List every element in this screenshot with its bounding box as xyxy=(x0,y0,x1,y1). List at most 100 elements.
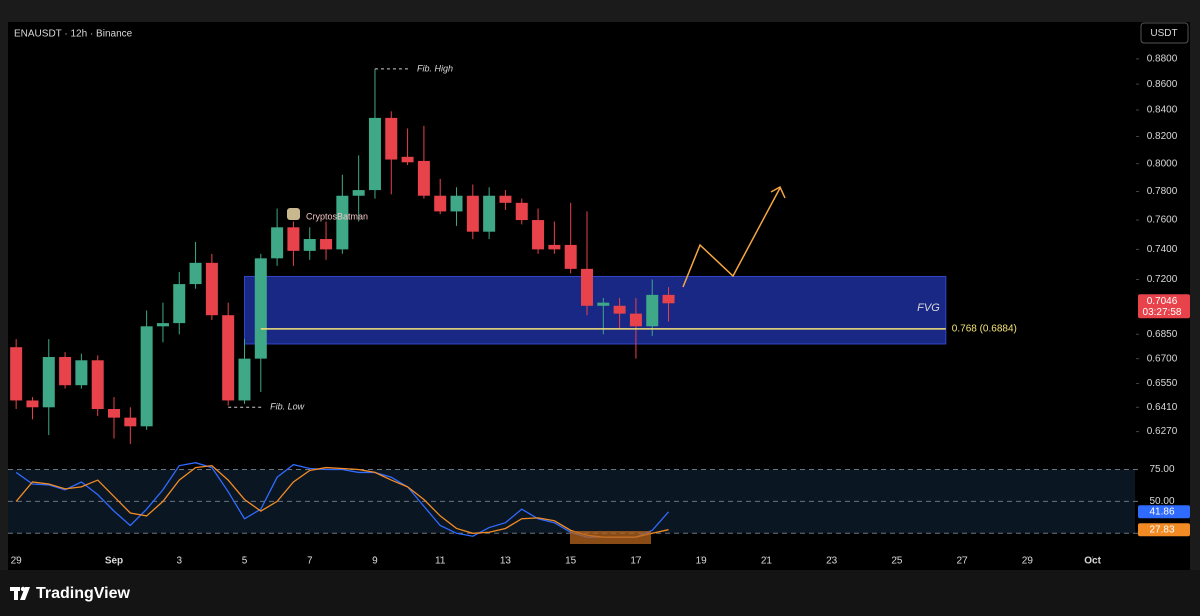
last-price: 0.7046 xyxy=(1147,296,1178,307)
candle-body xyxy=(466,195,479,232)
indicator-line xyxy=(15,464,669,538)
indicator-value-bg xyxy=(1138,505,1190,519)
candle-body xyxy=(483,195,496,232)
projection-arrow xyxy=(682,187,781,288)
candle-body xyxy=(59,357,72,386)
candle-body xyxy=(140,326,153,427)
currency-button[interactable] xyxy=(1140,22,1189,44)
y-tick-label: 0.8200 xyxy=(1147,131,1178,142)
candle-body xyxy=(91,360,104,410)
candle-body xyxy=(10,347,23,401)
candle-body xyxy=(352,190,365,196)
indicator-value: 41.86 xyxy=(1149,506,1174,517)
fib-label: Fib. High xyxy=(417,63,453,73)
x-tick-label: 3 xyxy=(176,556,182,567)
candle-body xyxy=(662,294,675,304)
fib-level-label: 0.768 (0.6884) xyxy=(952,323,1017,334)
footer xyxy=(0,570,1200,616)
candle-body xyxy=(499,195,512,203)
arrow-head xyxy=(770,185,786,199)
indicator-value: 27.83 xyxy=(1149,524,1174,535)
y-tick-label: 0.8600 xyxy=(1147,79,1178,90)
x-tick-label: 17 xyxy=(630,556,642,567)
candle-body xyxy=(75,360,88,386)
candle-body xyxy=(287,227,300,251)
y-tick-label: 0.7600 xyxy=(1147,215,1178,226)
x-tick-label: 9 xyxy=(372,556,378,567)
x-tick-label: 27 xyxy=(957,556,969,567)
logo-part[interactable] xyxy=(20,587,30,600)
candle-body xyxy=(368,117,381,191)
indicator-value-bg xyxy=(1138,523,1190,537)
candle-body xyxy=(124,417,137,427)
x-tick-label: 13 xyxy=(500,556,512,567)
x-tick-label: 23 xyxy=(826,556,838,567)
x-tick-label: 25 xyxy=(891,556,903,567)
y-tick-label: 0.6410 xyxy=(1147,402,1178,413)
candle-body xyxy=(613,305,626,314)
candle-body xyxy=(108,409,121,418)
candle-body xyxy=(189,262,202,285)
candle-body xyxy=(564,244,577,269)
candle-body xyxy=(238,358,251,401)
candle-body xyxy=(401,156,414,163)
price-tag-bg xyxy=(1138,294,1190,319)
candle-body xyxy=(42,357,55,408)
candle-body xyxy=(205,262,218,316)
candle-body xyxy=(222,315,235,401)
candle-body xyxy=(271,227,284,259)
countdown: 03:27:58 xyxy=(1143,307,1182,318)
x-tick-label: 29 xyxy=(11,556,23,567)
candle-body xyxy=(26,400,39,408)
y-tick-label: 0.8000 xyxy=(1147,158,1178,169)
y-tick-label: 75.00 xyxy=(1149,464,1174,475)
x-tick-label: 29 xyxy=(1022,556,1034,567)
y-tick-label: 0.6850 xyxy=(1147,329,1178,340)
y-tick-label: 0.8800 xyxy=(1147,54,1178,65)
watermark: CryptosBatman xyxy=(306,211,368,221)
x-tick-label: 19 xyxy=(696,556,708,567)
candle-body xyxy=(385,117,398,160)
x-tick-label: 11 xyxy=(435,556,446,567)
candle-body xyxy=(580,268,593,306)
brand-name[interactable]: TradingView xyxy=(36,585,131,602)
candle-body xyxy=(629,313,642,327)
y-tick-label: 0.6270 xyxy=(1147,426,1178,437)
y-tick-label: 50.00 xyxy=(1149,496,1174,507)
candle-body xyxy=(254,258,267,359)
y-tick-label: 0.6550 xyxy=(1147,378,1178,389)
currency-label[interactable]: USDT xyxy=(1150,28,1177,39)
candle-body xyxy=(646,294,659,327)
y-tick-label: 0.7400 xyxy=(1147,244,1178,255)
y-tick-label: 0.8400 xyxy=(1147,105,1178,116)
candle-body xyxy=(417,160,430,196)
x-tick-label: 21 xyxy=(761,556,773,567)
chart-title: ENAUSDT · 12h · Binance xyxy=(14,29,133,40)
candle-body xyxy=(450,195,463,212)
x-tick-label: 5 xyxy=(242,556,248,567)
candle-body xyxy=(303,239,316,251)
indicator-line xyxy=(15,462,670,538)
x-tick-label: Oct xyxy=(1084,556,1101,567)
x-tick-label: 7 xyxy=(307,556,313,567)
fvg-zone xyxy=(243,275,947,345)
fib-label: Fib. Low xyxy=(270,402,305,412)
x-tick-label: 15 xyxy=(565,556,577,567)
y-tick-label: 0.7200 xyxy=(1147,274,1178,285)
candle-body xyxy=(597,302,610,306)
candle-body xyxy=(515,202,528,221)
candle-body xyxy=(532,220,545,250)
logo-part[interactable] xyxy=(14,587,18,600)
candle-body xyxy=(320,239,333,250)
zone-label: FVG xyxy=(917,302,940,314)
candle-body xyxy=(156,323,169,327)
x-tick-label: Sep xyxy=(105,556,123,567)
y-tick-label: 0.6700 xyxy=(1147,353,1178,364)
oversold-highlight xyxy=(570,531,651,544)
avatar xyxy=(287,208,300,220)
brand-logo[interactable]: TradingView xyxy=(10,585,131,602)
candle-body xyxy=(336,195,349,250)
y-tick-label: 0.7800 xyxy=(1147,186,1178,197)
